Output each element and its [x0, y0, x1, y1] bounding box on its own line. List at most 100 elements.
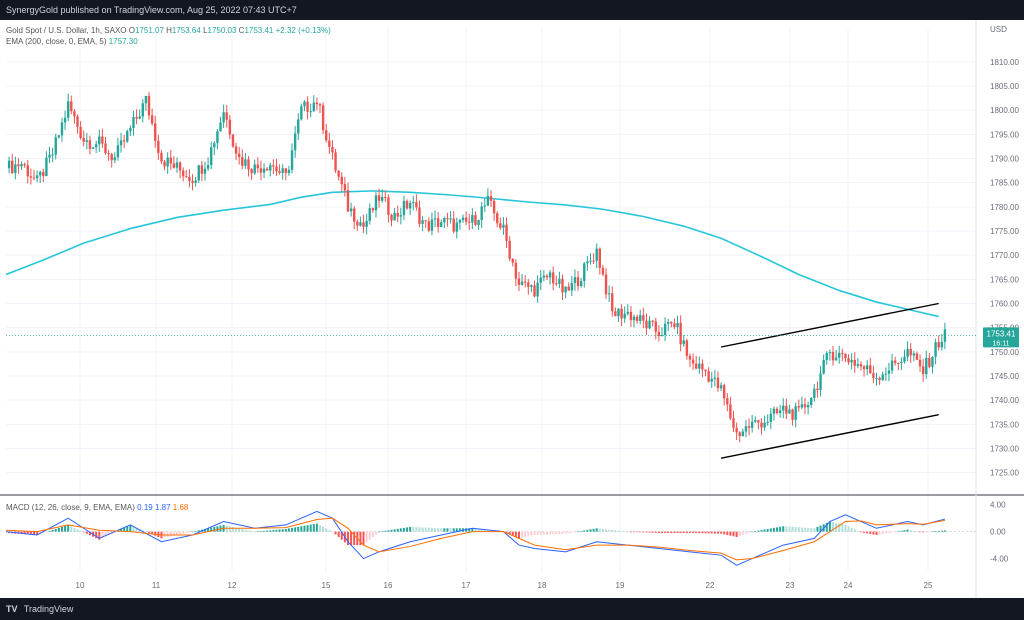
macd-histogram-bar	[915, 531, 918, 532]
candle-body	[698, 363, 701, 369]
macd-tick-label: -4.00	[990, 555, 1009, 564]
channel-upper-line	[720, 302, 939, 348]
candle-body	[782, 405, 785, 411]
candle-body	[443, 218, 446, 223]
candle-body	[122, 140, 126, 142]
candle-body	[614, 311, 617, 317]
macd-histogram-bar	[751, 531, 754, 533]
chart-frame[interactable]: 1810.00 1805.00 1800.00 1795.00 1790.00 1785.…	[0, 20, 1024, 598]
candle-body	[769, 413, 773, 422]
macd-histogram-bar	[493, 530, 496, 532]
candle-body	[79, 126, 82, 139]
macd-histogram-bar	[521, 531, 524, 538]
macd-histogram-bar	[331, 531, 334, 533]
macd-histogram-bar	[788, 526, 791, 532]
macd-histogram-bar	[73, 527, 76, 532]
macd-histogram-bar	[272, 530, 275, 532]
y-tick-label: 1760.00	[990, 300, 1019, 309]
macd-histogram-bar	[642, 531, 645, 533]
candle-body	[421, 220, 424, 224]
macd-histogram-bar	[850, 527, 853, 532]
change-value: +2.32 (+0.13%)	[275, 26, 331, 35]
macd-histogram-bar	[533, 531, 536, 535]
candle-body	[673, 323, 676, 328]
macd-histogram-bar	[676, 531, 679, 533]
high-value: 1753.64	[171, 26, 201, 35]
macd-histogram-bar	[782, 526, 785, 532]
candle-body	[399, 215, 403, 217]
candle-body	[303, 101, 306, 107]
high-label: H	[166, 26, 172, 35]
macd-histogram-bar	[688, 531, 691, 533]
candle-body	[806, 404, 810, 408]
candle-body	[17, 164, 20, 167]
macd-histogram-bar	[151, 531, 154, 535]
candle-body	[598, 248, 602, 268]
candle-body	[872, 373, 875, 378]
grid	[6, 28, 976, 572]
macd-histogram-bar	[838, 523, 841, 532]
macd-histogram-bar	[135, 527, 138, 532]
macd-histogram-bar	[378, 531, 381, 533]
macd-tick-label: 4.00	[990, 501, 1006, 510]
candle-body	[387, 197, 390, 215]
macd-histogram-bar	[580, 530, 583, 532]
candle-body	[645, 320, 648, 329]
macd-histogram-bar	[813, 528, 816, 532]
price-chart[interactable]: 1810.00 1805.00 1800.00 1795.00 1790.00 1785.…	[0, 20, 1024, 598]
macd-histogram-bar	[567, 531, 570, 534]
macd-histogram-bar	[539, 531, 542, 535]
candle-body	[380, 196, 384, 201]
macd-histogram-bar	[194, 530, 197, 532]
candle-body	[464, 217, 468, 222]
candle-body	[800, 404, 804, 408]
macd-histogram-bar	[629, 531, 632, 533]
macd-histogram-bar	[70, 526, 73, 532]
candle-body	[583, 263, 586, 281]
macd-tick-label: 0.00	[990, 528, 1006, 537]
macd-histogram-bar	[912, 530, 915, 532]
macd-histogram-bar	[785, 526, 788, 532]
macd-histogram-bar	[443, 528, 446, 532]
candle-body	[785, 405, 788, 414]
macd-histogram-bar	[875, 531, 878, 535]
signal-line	[5, 517, 945, 561]
candle-body	[138, 116, 141, 119]
candle-body	[312, 102, 315, 112]
macd-histogram-bar	[287, 528, 290, 532]
candle-body	[328, 140, 331, 147]
candle-body	[253, 164, 256, 174]
macd-histogram-bar	[577, 531, 580, 533]
macd-legend: MACD (12, 26, close, 9, EMA, EMA) 0.19 1…	[6, 503, 188, 512]
candle-body	[424, 220, 427, 222]
macd-histogram-bar	[60, 526, 63, 532]
macd-histogram-bar	[238, 528, 241, 532]
candle-body	[620, 308, 623, 319]
candle-body	[446, 218, 449, 220]
candle-body	[113, 157, 117, 161]
candle-body	[321, 105, 325, 131]
candle-body	[474, 215, 477, 225]
x-tick-label: 22	[706, 581, 715, 590]
macd-histogram-bar	[315, 523, 318, 532]
macd-histogram-bar	[667, 531, 670, 533]
candle-body	[564, 286, 567, 293]
candle-body	[51, 154, 54, 156]
macd-histogram-bar	[735, 531, 738, 538]
candle-body	[104, 143, 107, 154]
candle-body	[878, 377, 881, 380]
candle-body	[91, 147, 95, 149]
candle-body	[642, 315, 645, 321]
candle-body	[884, 373, 888, 375]
y-tick-label: 1750.00	[990, 348, 1019, 357]
candle-body	[237, 153, 241, 158]
candle-body	[126, 131, 129, 142]
candle-body	[259, 168, 263, 173]
macd-histogram-bar	[620, 530, 623, 532]
macd-histogram-bar	[42, 531, 45, 533]
candle-body	[890, 360, 894, 371]
ema-value: 1757.30	[108, 37, 138, 46]
y-tick-label: 1780.00	[990, 203, 1019, 212]
candle-body	[14, 164, 17, 174]
candle-body	[517, 278, 521, 285]
